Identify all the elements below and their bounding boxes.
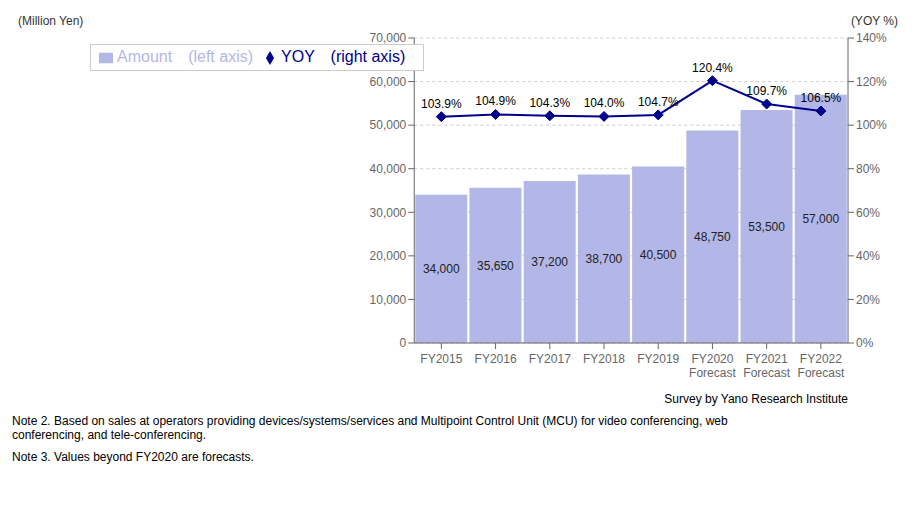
- svg-text:120%: 120%: [856, 75, 887, 89]
- svg-text:104.7%: 104.7%: [638, 95, 679, 109]
- html-text:Note 2. Based on sales at oper: Note 2. Based on sales at operators prov…: [12, 414, 728, 442]
- svg-text:0%: 0%: [856, 336, 874, 350]
- svg-text:104.3%: 104.3%: [529, 96, 570, 110]
- svg-text:FY2018: FY2018: [583, 352, 625, 366]
- svg-text:140%: 140%: [856, 31, 887, 45]
- html-text:Note 3. Values beyond FY2020 a: Note 3. Values beyond FY2020 are forecas…: [12, 450, 254, 464]
- svg-text:50,000: 50,000: [370, 118, 407, 132]
- svg-text:104.0%: 104.0%: [584, 96, 625, 110]
- svg-text:20,000: 20,000: [370, 249, 407, 263]
- svg-text:53,500: 53,500: [748, 220, 785, 234]
- svg-text:0: 0: [400, 336, 407, 350]
- svg-text:30,000: 30,000: [370, 206, 407, 220]
- html-text:(YOY %): (YOY %): [850, 14, 898, 28]
- svg-text:FY2019: FY2019: [637, 352, 679, 366]
- svg-text:80%: 80%: [856, 162, 880, 176]
- svg-text:57,000: 57,000: [802, 212, 839, 226]
- html-text:Survey by Yano Research Instit: Survey by Yano Research Institute: [664, 392, 848, 406]
- svg-text:35,650: 35,650: [477, 259, 514, 273]
- svg-text:70,000: 70,000: [370, 31, 407, 45]
- svg-text:40,000: 40,000: [370, 162, 407, 176]
- svg-text:100%: 100%: [856, 118, 887, 132]
- svg-text:103.9%: 103.9%: [421, 97, 462, 111]
- svg-text:104.9%: 104.9%: [475, 94, 516, 108]
- svg-text:FY2022Forecast: FY2022Forecast: [798, 352, 845, 380]
- svg-text:60,000: 60,000: [370, 75, 407, 89]
- svg-text:37,200: 37,200: [531, 255, 568, 269]
- svg-text:FY2015: FY2015: [420, 352, 462, 366]
- svg-text:FY2017: FY2017: [529, 352, 571, 366]
- html-text:YOY (right axis): YOY (right axis): [281, 48, 406, 65]
- svg-text:FY2020Forecast: FY2020Forecast: [689, 352, 736, 380]
- svg-text:34,000: 34,000: [423, 262, 460, 276]
- svg-text:FY2016: FY2016: [475, 352, 517, 366]
- svg-text:38,700: 38,700: [586, 252, 623, 266]
- svg-text:106.5%: 106.5%: [801, 91, 842, 105]
- svg-text:40%: 40%: [856, 249, 880, 263]
- svg-text:40,500: 40,500: [640, 248, 677, 262]
- svg-text:120.4%: 120.4%: [692, 61, 733, 75]
- svg-text:60%: 60%: [856, 206, 880, 220]
- svg-text:109.7%: 109.7%: [746, 84, 787, 98]
- svg-text:20%: 20%: [856, 293, 880, 307]
- html-text:(Million Yen): (Million Yen): [18, 14, 84, 28]
- svg-text:10,000: 10,000: [370, 293, 407, 307]
- svg-text:FY2021Forecast: FY2021Forecast: [743, 352, 790, 380]
- html-text:Amount (left axis): Amount (left axis): [117, 48, 253, 65]
- svg-text:48,750: 48,750: [694, 230, 731, 244]
